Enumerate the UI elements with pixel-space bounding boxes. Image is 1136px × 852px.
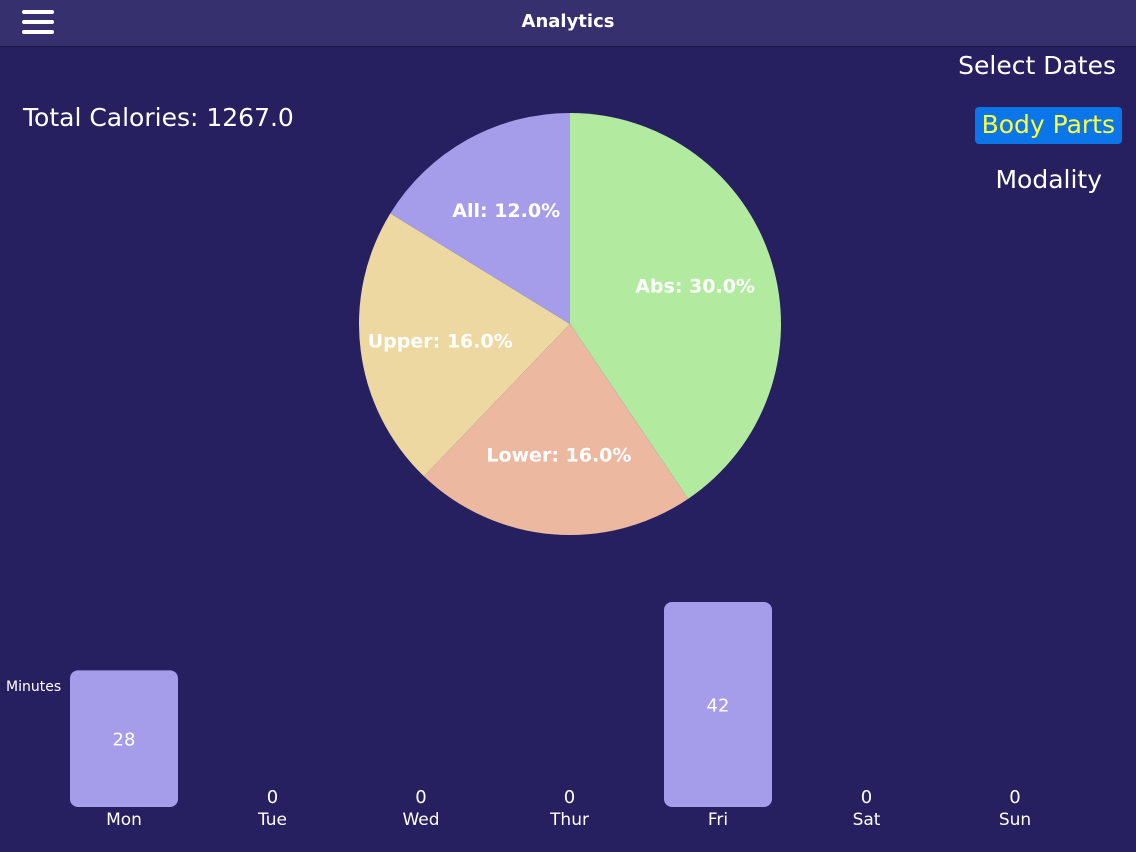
page-title: Analytics	[521, 11, 615, 32]
pie-slice	[424, 324, 689, 535]
pie-slice-label: Lower: 16.0%	[486, 444, 631, 466]
pie-slice-label: All: 12.0%	[452, 200, 560, 222]
total-calories: Total Calories: 1267.0	[23, 103, 294, 132]
x-tick-label: Tue	[257, 810, 287, 830]
navigation-bar: Analytics	[0, 0, 1136, 47]
bar-value-label: 0	[861, 787, 872, 808]
pie-slice-label: Upper: 16.0%	[368, 331, 513, 353]
bar-value-label: 0	[415, 787, 426, 808]
pie-slice	[390, 113, 570, 324]
pie-chart: Abs: 30.0% Lower: 16.0% Upper: 16.0% All: 1…	[358, 113, 781, 535]
x-tick-label: Thur	[549, 810, 589, 830]
bar-value-label: 28	[113, 730, 136, 751]
bar-value-label: 0	[1009, 787, 1020, 808]
x-tick-label: Wed	[402, 810, 439, 830]
modality-button[interactable]: Modality	[995, 165, 1102, 194]
pie-slice-label: Abs: 30.0%	[635, 276, 755, 298]
hamburger-menu-icon[interactable]	[22, 10, 54, 34]
pie-slice	[358, 213, 570, 477]
x-tick-label: Sat	[853, 810, 881, 830]
x-tick-label: Fri	[708, 810, 728, 830]
bar-value-label: 42	[707, 696, 730, 717]
bar-value-label: 0	[564, 787, 575, 808]
x-tick-label: Sun	[999, 810, 1031, 830]
y-axis-label: Minutes	[6, 679, 62, 695]
pie-slice	[570, 113, 781, 499]
bar-value-label: 0	[267, 787, 278, 808]
body-parts-button[interactable]: Body Parts	[974, 107, 1122, 144]
select-dates-button[interactable]: Select Dates	[958, 51, 1116, 80]
x-tick-label: Mon	[106, 810, 142, 830]
bar-fri	[664, 602, 772, 807]
bar-mon	[70, 670, 178, 807]
